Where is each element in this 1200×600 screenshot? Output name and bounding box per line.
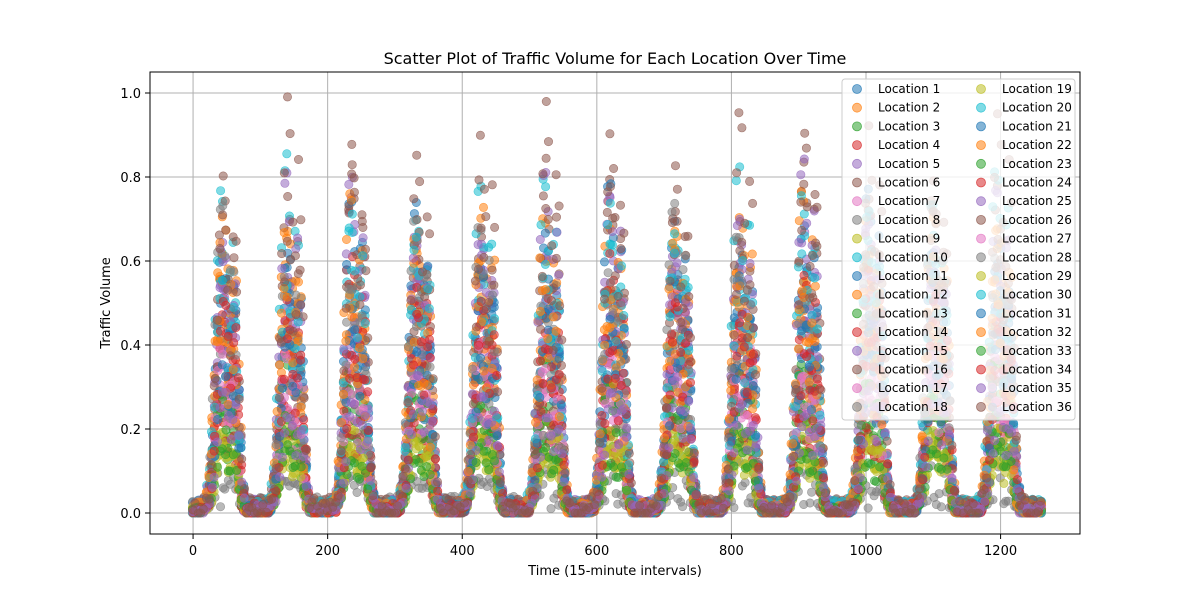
- data-point: [541, 153, 551, 163]
- data-point: [677, 502, 687, 512]
- data-point: [863, 503, 873, 513]
- data-point: [347, 160, 357, 170]
- data-point: [745, 266, 755, 276]
- data-point: [352, 487, 362, 497]
- chart-title: Scatter Plot of Traffic Volume for Each …: [384, 49, 847, 68]
- data-point: [551, 212, 561, 222]
- data-points: [187, 92, 1047, 518]
- data-point: [341, 235, 351, 245]
- data-point: [599, 257, 609, 267]
- data-point: [216, 502, 226, 512]
- data-point: [342, 259, 352, 269]
- data-point: [283, 192, 293, 202]
- data-point: [936, 502, 946, 512]
- data-point: [538, 191, 548, 201]
- data-point: [810, 281, 820, 291]
- data-point: [740, 478, 750, 488]
- data-point: [747, 249, 757, 259]
- data-point: [478, 202, 488, 212]
- data-point: [669, 229, 679, 239]
- data-point: [729, 503, 739, 513]
- data-point: [807, 487, 817, 497]
- data-point: [546, 504, 556, 514]
- data-point: [805, 498, 815, 508]
